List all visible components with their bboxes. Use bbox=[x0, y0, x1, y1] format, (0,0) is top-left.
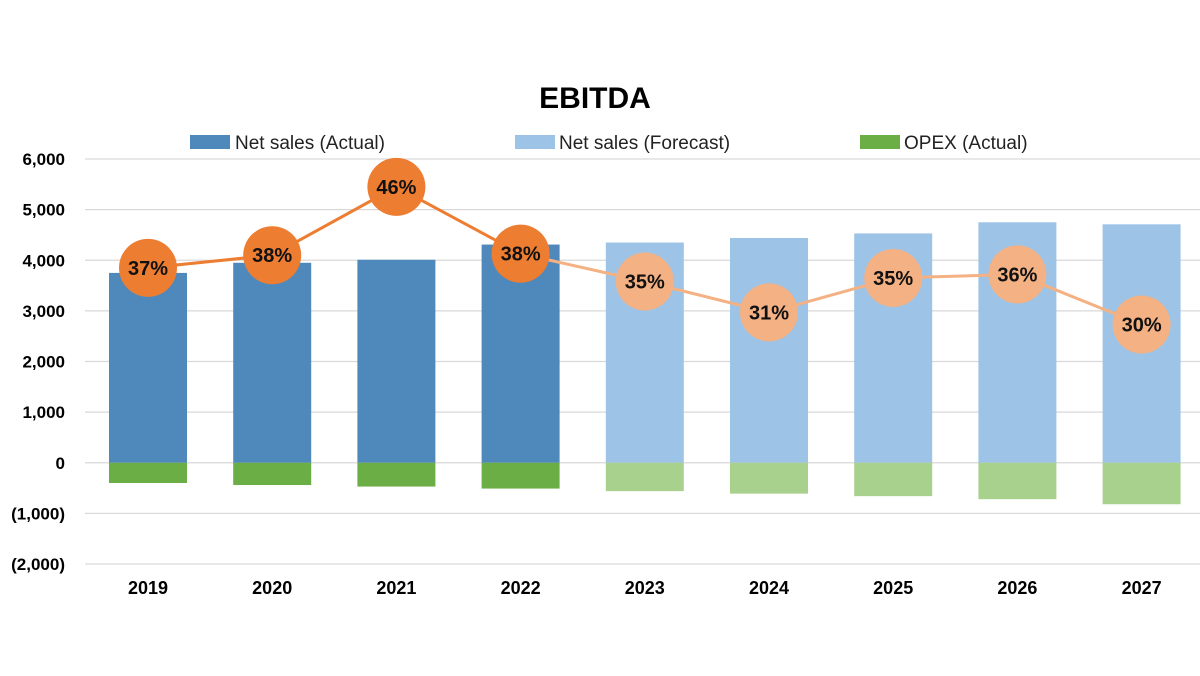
margin-label: 46% bbox=[376, 177, 416, 199]
bar-opex bbox=[730, 462, 808, 494]
bar-net-sales-actual bbox=[357, 259, 436, 463]
y-tick-label: 5,000 bbox=[22, 201, 65, 220]
legend-swatch-net-sales-actual bbox=[190, 135, 230, 149]
y-tick-label: 1,000 bbox=[22, 403, 65, 422]
x-tick-label: 2022 bbox=[501, 578, 541, 598]
y-axis: 6,000 5,000 4,000 3,000 2,000 1,000 0 (1,000) (2… bbox=[11, 150, 65, 574]
y-tick-label: 0 bbox=[56, 454, 65, 473]
margin-point bbox=[615, 252, 674, 311]
legend-label-net-sales-actual: Net sales (Actual) bbox=[235, 133, 385, 154]
margin-label: 35% bbox=[625, 272, 665, 294]
x-tick-label: 2026 bbox=[997, 578, 1037, 598]
y-tick-label: (2,000) bbox=[11, 555, 65, 574]
bar-net-sales-actual bbox=[233, 262, 312, 463]
x-tick-label: 2023 bbox=[625, 578, 665, 598]
bar-net-sales-forecast bbox=[730, 237, 808, 463]
bar-opex bbox=[481, 462, 560, 489]
margin-label: 37% bbox=[128, 258, 168, 280]
margin-label: 31% bbox=[749, 302, 789, 324]
margin-label: 35% bbox=[873, 268, 913, 290]
bar-opex bbox=[357, 462, 436, 487]
margin-point bbox=[119, 238, 177, 297]
legend-swatch-net-sales-forecast bbox=[515, 135, 555, 149]
margin-label: 38% bbox=[252, 245, 292, 267]
x-tick-label: 2021 bbox=[376, 578, 416, 598]
x-axis: 2019 2020 2021 2022 2023 2024 2025 2026 2027 bbox=[128, 578, 1162, 598]
bar-opex bbox=[233, 462, 312, 486]
legend: Net sales (Actual) Net sales (Forecast) … bbox=[190, 133, 1028, 154]
x-tick-label: 2019 bbox=[128, 578, 168, 598]
bar-opex bbox=[978, 462, 1057, 500]
legend-label-net-sales-forecast: Net sales (Forecast) bbox=[559, 133, 730, 154]
x-tick-label: 2020 bbox=[252, 578, 292, 598]
legend-label-opex-actual: OPEX (Actual) bbox=[904, 133, 1028, 154]
bar-net-sales-actual bbox=[109, 272, 187, 463]
margin-point bbox=[864, 248, 923, 307]
margin-point bbox=[491, 224, 550, 283]
legend-swatch-opex-actual bbox=[860, 135, 900, 149]
margin-line: 37% 38% 46% 38% 35% 31% 35% 36% 30% bbox=[119, 157, 1171, 354]
y-tick-label: 3,000 bbox=[22, 302, 65, 321]
y-tick-label: 4,000 bbox=[22, 251, 65, 270]
margin-label: 38% bbox=[501, 244, 541, 266]
y-tick-label: (1,000) bbox=[11, 504, 65, 523]
x-tick-label: 2024 bbox=[749, 578, 789, 598]
bar-opex bbox=[1102, 462, 1181, 505]
bar-opex bbox=[605, 462, 684, 492]
margin-label: 36% bbox=[997, 264, 1037, 286]
margin-point bbox=[367, 157, 426, 216]
chart-title: EBITDA bbox=[539, 82, 651, 115]
y-tick-label: 6,000 bbox=[22, 150, 65, 169]
bars bbox=[109, 222, 1181, 505]
y-tick-label: 2,000 bbox=[22, 353, 65, 372]
margin-point bbox=[1112, 295, 1171, 354]
bar-opex bbox=[854, 462, 933, 497]
x-tick-label: 2025 bbox=[873, 578, 913, 598]
bar-opex bbox=[109, 462, 187, 483]
margin-label: 30% bbox=[1122, 315, 1162, 337]
margin-point bbox=[243, 226, 302, 285]
margin-point bbox=[740, 283, 798, 342]
x-tick-label: 2027 bbox=[1122, 578, 1162, 598]
margin-point bbox=[988, 245, 1047, 304]
